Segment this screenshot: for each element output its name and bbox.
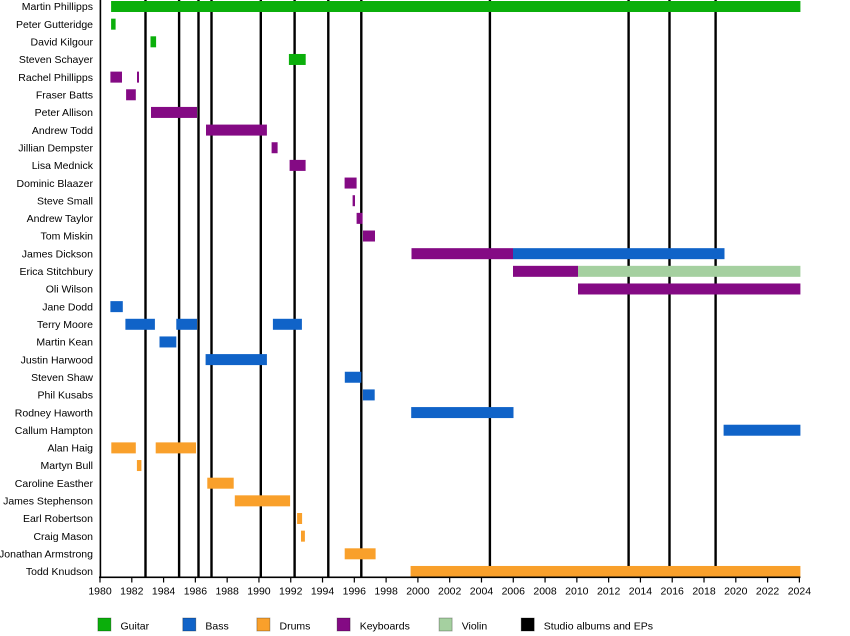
svg-text:Steven Shaw: Steven Shaw: [31, 372, 93, 384]
svg-text:2002: 2002: [438, 586, 462, 598]
svg-text:1980: 1980: [88, 586, 112, 598]
svg-text:2006: 2006: [502, 586, 526, 598]
svg-text:Steven Schayer: Steven Schayer: [19, 54, 94, 66]
svg-text:Alan Haig: Alan Haig: [47, 443, 93, 455]
svg-text:David Kilgour: David Kilgour: [31, 37, 94, 49]
svg-text:2024: 2024: [788, 586, 812, 598]
svg-text:Violin: Violin: [462, 620, 488, 632]
svg-text:Erica Stitchbury: Erica Stitchbury: [19, 266, 93, 278]
svg-text:James Stephenson: James Stephenson: [3, 496, 93, 508]
svg-text:1988: 1988: [215, 586, 239, 598]
svg-text:Justin Harwood: Justin Harwood: [21, 354, 94, 366]
svg-text:Terry Moore: Terry Moore: [37, 319, 93, 331]
svg-text:Bass: Bass: [205, 620, 228, 632]
svg-text:2004: 2004: [470, 586, 494, 598]
svg-text:Craig Mason: Craig Mason: [33, 531, 93, 543]
svg-text:1992: 1992: [279, 586, 303, 598]
svg-text:Caroline Easther: Caroline Easther: [15, 478, 94, 490]
svg-text:2012: 2012: [597, 586, 621, 598]
svg-text:Rachel Phillipps: Rachel Phillipps: [18, 72, 93, 84]
svg-text:Guitar: Guitar: [121, 620, 150, 632]
svg-text:2000: 2000: [406, 586, 430, 598]
svg-text:Martin Kean: Martin Kean: [36, 337, 93, 349]
svg-text:Keyboards: Keyboards: [360, 620, 410, 632]
svg-text:Peter Allison: Peter Allison: [35, 107, 94, 119]
svg-text:2008: 2008: [533, 586, 557, 598]
svg-text:Phil Kusabs: Phil Kusabs: [38, 390, 93, 402]
svg-text:Peter Gutteridge: Peter Gutteridge: [16, 19, 93, 31]
svg-text:Andrew Taylor: Andrew Taylor: [27, 213, 94, 225]
svg-text:Jane Dodd: Jane Dodd: [42, 301, 93, 313]
svg-text:1996: 1996: [343, 586, 367, 598]
svg-text:Steve Small: Steve Small: [37, 195, 93, 207]
svg-text:Oli Wilson: Oli Wilson: [46, 284, 93, 296]
svg-text:1990: 1990: [247, 586, 271, 598]
svg-text:Andrew Todd: Andrew Todd: [32, 125, 93, 137]
svg-text:2010: 2010: [565, 586, 589, 598]
svg-text:Jonathan Armstrong: Jonathan Armstrong: [0, 549, 93, 561]
svg-text:Lisa Mednick: Lisa Mednick: [32, 160, 94, 172]
svg-text:Earl Robertson: Earl Robertson: [23, 513, 93, 525]
svg-text:Todd Knudson: Todd Knudson: [26, 566, 93, 578]
svg-text:Martin Phillipps: Martin Phillipps: [22, 1, 93, 13]
svg-text:1994: 1994: [311, 586, 335, 598]
svg-text:Fraser Batts: Fraser Batts: [36, 89, 93, 101]
svg-text:Jillian Dempster: Jillian Dempster: [18, 142, 93, 154]
svg-text:2020: 2020: [724, 586, 748, 598]
svg-text:Rodney Haworth: Rodney Haworth: [15, 407, 93, 419]
svg-text:Studio albums and EPs: Studio albums and EPs: [544, 620, 653, 632]
svg-text:2018: 2018: [692, 586, 716, 598]
svg-text:Martyn Bull: Martyn Bull: [40, 460, 93, 472]
svg-text:Callum Hampton: Callum Hampton: [15, 425, 93, 437]
svg-text:James Dickson: James Dickson: [22, 248, 93, 260]
svg-text:Drums: Drums: [280, 620, 311, 632]
svg-text:Dominic Blaazer: Dominic Blaazer: [17, 178, 94, 190]
svg-text:2014: 2014: [629, 586, 653, 598]
svg-text:2022: 2022: [756, 586, 780, 598]
svg-text:Tom Miskin: Tom Miskin: [40, 231, 93, 243]
svg-text:2016: 2016: [661, 586, 685, 598]
svg-text:1982: 1982: [120, 586, 144, 598]
svg-text:1998: 1998: [374, 586, 398, 598]
svg-text:1984: 1984: [152, 586, 176, 598]
svg-text:1986: 1986: [184, 586, 208, 598]
